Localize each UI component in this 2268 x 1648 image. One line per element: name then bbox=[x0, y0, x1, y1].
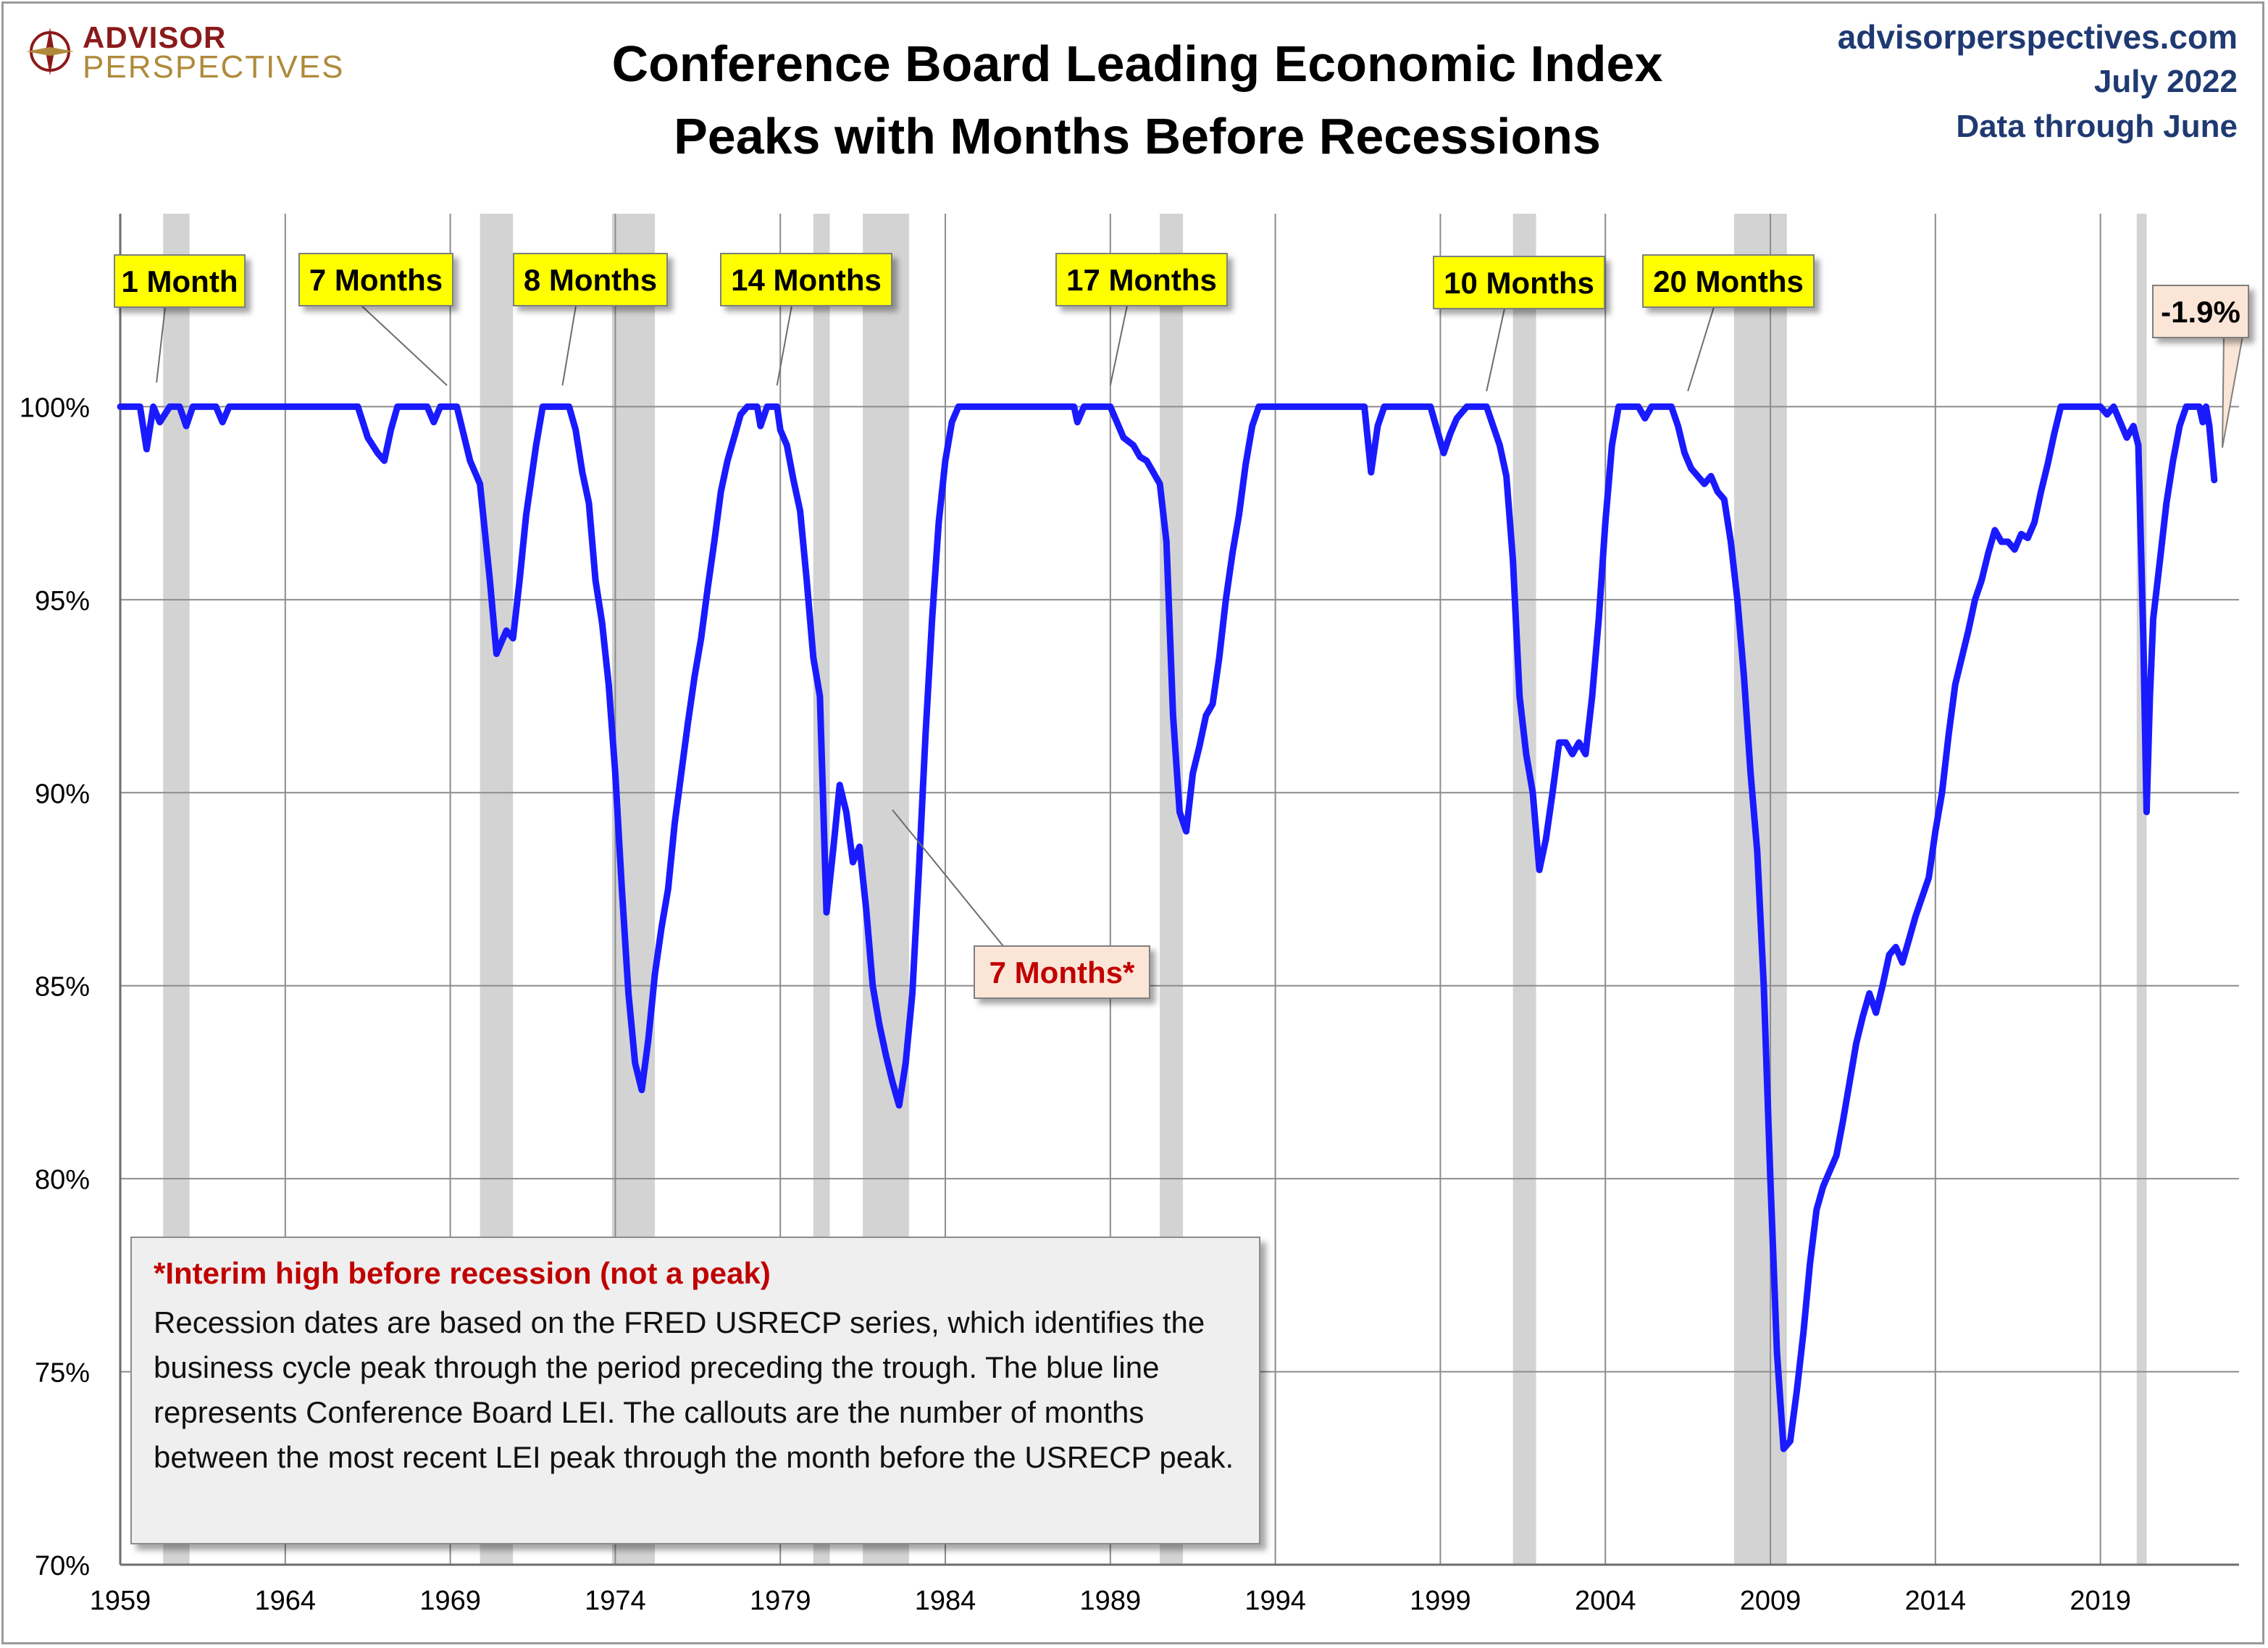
callout: 14 Months bbox=[720, 253, 892, 386]
callout-leader bbox=[776, 305, 792, 386]
callout: 1 Month bbox=[114, 254, 246, 383]
title-line2: Peaks with Months Before Recessions bbox=[674, 108, 1601, 164]
y-tick-label: 80% bbox=[35, 1165, 90, 1195]
callout-label: 7 Months* bbox=[989, 955, 1135, 990]
x-tick-label: 2014 bbox=[1905, 1586, 1967, 1616]
callout-leader bbox=[361, 305, 448, 386]
callout: 7 Months* bbox=[892, 809, 1150, 999]
callout: 10 Months bbox=[1433, 256, 1605, 392]
callout-box bbox=[1433, 256, 1605, 309]
callout-label: -1.9% bbox=[2161, 295, 2240, 329]
chart-title: Conference Board Leading Economic Index … bbox=[464, 28, 1811, 172]
recession-band bbox=[813, 214, 830, 1565]
callout-label: 14 Months bbox=[731, 263, 882, 297]
callout-leader bbox=[1687, 306, 1715, 392]
callout-leader bbox=[156, 306, 166, 383]
callout-leader bbox=[561, 305, 577, 386]
callout-box bbox=[513, 253, 668, 306]
x-tick-label: 2009 bbox=[1740, 1586, 1802, 1616]
x-tick-label: 1959 bbox=[90, 1586, 151, 1616]
callout-leader bbox=[1109, 305, 1128, 386]
recession-band bbox=[1512, 214, 1536, 1565]
callout-box bbox=[298, 253, 453, 306]
chart-meta: advisorperspectives.com July 2022 Data t… bbox=[1838, 14, 2238, 149]
callout-leader bbox=[1486, 308, 1505, 392]
title-line1: Conference Board Leading Economic Index bbox=[611, 35, 1663, 92]
callout-label: 8 Months bbox=[524, 263, 657, 297]
y-tick-label: 70% bbox=[35, 1551, 90, 1581]
y-tick-label: 100% bbox=[20, 393, 90, 423]
callout: 20 Months bbox=[1642, 254, 1815, 392]
x-tick-label: 1994 bbox=[1244, 1586, 1306, 1616]
y-tick-label: 95% bbox=[35, 586, 90, 616]
x-tick-label: 1964 bbox=[255, 1586, 317, 1616]
x-tick-label: 2019 bbox=[2070, 1586, 2131, 1616]
lei-series-line bbox=[117, 403, 2218, 1452]
callout-box bbox=[114, 254, 246, 308]
callout-box bbox=[720, 253, 892, 306]
callout-pointer bbox=[2222, 335, 2244, 448]
notes-box: *Interim high before recession (not a pe… bbox=[130, 1237, 1260, 1544]
y-tick-label: 90% bbox=[35, 779, 90, 809]
y-tick-label: 75% bbox=[35, 1358, 90, 1389]
recession-band bbox=[2136, 214, 2147, 1565]
callout-leader bbox=[892, 809, 1004, 947]
y-tick-label: 85% bbox=[35, 972, 90, 1003]
callout-box bbox=[1642, 254, 1815, 308]
advisor-perspectives-logo: ADVISOR PERSPECTIVES bbox=[25, 20, 343, 93]
callout-label: 1 Month bbox=[122, 264, 238, 298]
x-tick-label: 1974 bbox=[585, 1586, 646, 1616]
callout-label: 17 Months bbox=[1066, 263, 1217, 297]
callout-box bbox=[1055, 253, 1228, 306]
callout-label: 10 Months bbox=[1444, 266, 1594, 300]
callout-box bbox=[2152, 285, 2249, 338]
callout-label: 7 Months bbox=[309, 263, 443, 297]
callout: 8 Months bbox=[513, 253, 668, 386]
data-through: Data through June bbox=[1956, 109, 2238, 144]
callout-label: 20 Months bbox=[1653, 264, 1804, 298]
logo-line2: PERSPECTIVES bbox=[83, 49, 345, 85]
notes-heading: *Interim high before recession (not a pe… bbox=[154, 1256, 771, 1290]
x-tick-label: 1984 bbox=[915, 1586, 976, 1616]
callout: -1.9% bbox=[2152, 285, 2249, 448]
x-tick-label: 1989 bbox=[1080, 1586, 1142, 1616]
callout: 17 Months bbox=[1055, 253, 1228, 386]
notes-body: Recession dates are based on the FRED US… bbox=[154, 1305, 1234, 1474]
source-link[interactable]: advisorperspectives.com bbox=[1837, 18, 2238, 56]
publish-date: July 2022 bbox=[2093, 64, 2238, 99]
compass-icon bbox=[26, 28, 74, 75]
x-tick-label: 1979 bbox=[750, 1586, 811, 1616]
callout-box bbox=[974, 945, 1150, 999]
x-tick-label: 1999 bbox=[1410, 1586, 1471, 1616]
callout: 7 Months bbox=[298, 253, 453, 386]
x-tick-label: 2004 bbox=[1575, 1586, 1636, 1616]
logo-line1: ADVISOR bbox=[83, 20, 227, 54]
x-tick-label: 1969 bbox=[419, 1586, 481, 1616]
